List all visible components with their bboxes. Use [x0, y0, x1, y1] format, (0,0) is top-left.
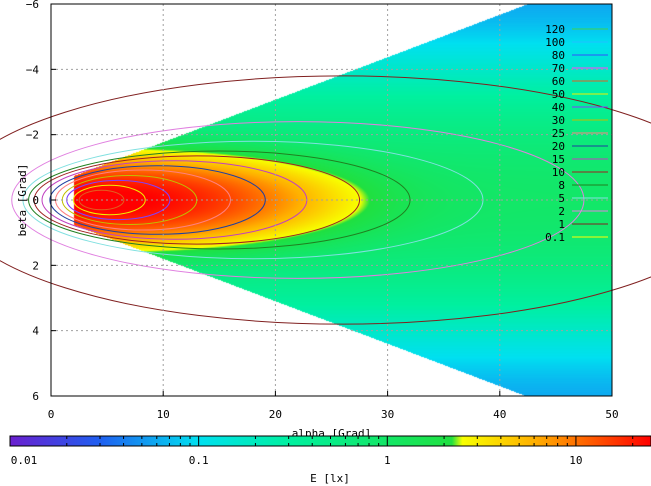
- legend-label: 15: [552, 153, 565, 166]
- colorbar-tick-label: 1: [384, 454, 391, 467]
- x-tick-label: 40: [493, 408, 506, 421]
- legend-label: 50: [552, 88, 565, 101]
- y-tick-label: 4: [32, 325, 39, 338]
- contour-line: [72, 184, 146, 216]
- legend-label: 30: [552, 114, 565, 127]
- grid-lines: [51, 4, 612, 396]
- legend-label: 0.1: [545, 231, 565, 244]
- legend-label: 1: [558, 218, 565, 231]
- legend-label: 25: [552, 127, 565, 140]
- contour-line: [49, 165, 266, 235]
- x-tick-label: 20: [269, 408, 282, 421]
- contour-line: [11, 121, 585, 279]
- x-tick-label: 0: [48, 408, 55, 421]
- x-axis-ticks: 0 10 20 30 40 50: [48, 391, 619, 421]
- y-axis-ticks: −6 −4 −2 0 2 4 6: [26, 0, 56, 403]
- y-tick-label: −4: [26, 63, 40, 76]
- legend-label: 5: [558, 192, 565, 205]
- legend-label: 70: [552, 62, 565, 75]
- legend-label: 2: [558, 205, 565, 218]
- y-tick-label: −6: [26, 0, 39, 11]
- legend-label: 40: [552, 101, 565, 114]
- y-tick-label: 2: [32, 259, 39, 272]
- legend-label: 60: [552, 75, 565, 88]
- x-tick-label: 10: [157, 408, 170, 421]
- x-tick-label: 50: [605, 408, 618, 421]
- colorbar-label: E [lx]: [310, 472, 350, 485]
- legend-label: 80: [552, 49, 565, 62]
- y-axis-label: beta [Grad]: [16, 164, 29, 237]
- x-tick-label: 30: [381, 408, 394, 421]
- colorbar-tick-label: 0.01: [11, 454, 38, 467]
- legend-label: 8: [558, 179, 565, 192]
- contour-line: [33, 155, 361, 245]
- y-tick-label: 6: [32, 390, 39, 403]
- colorbar-ticks: 0.01 0.1 1 10: [9, 436, 634, 467]
- y-tick-label: −2: [26, 129, 39, 142]
- legend-label: 100: [545, 36, 565, 49]
- colorbar-tick-label: 10: [569, 454, 582, 467]
- y-tick-label: 0: [32, 194, 39, 207]
- legend-label: 10: [552, 166, 565, 179]
- colorbar-tick-label: 0.1: [189, 454, 209, 467]
- legend-label: 120: [545, 23, 565, 36]
- contour-lines: [0, 75, 651, 325]
- legend-label: 20: [552, 140, 565, 153]
- contour-line: [0, 75, 651, 325]
- contour-line: [78, 189, 125, 211]
- contour-line: [28, 150, 411, 250]
